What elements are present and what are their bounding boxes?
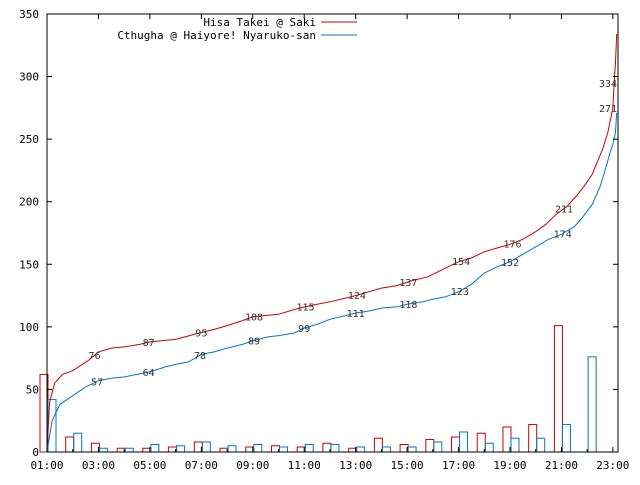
value-label: 334 (599, 79, 617, 90)
cumulative-lines (46, 33, 618, 453)
y-tick-label: 100 (19, 321, 39, 334)
bar-cthugha-haiyore-nyaruko-san (278, 446, 288, 453)
x-tick-label: 17:00 (442, 459, 475, 472)
x-tick-label: 09:00 (236, 459, 269, 472)
bar-cthugha-haiyore-nyaruko-san (176, 445, 186, 453)
bar-cthugha-haiyore-nyaruko-san (150, 443, 160, 453)
y-tick-label: 150 (19, 258, 39, 271)
bar-cthugha-haiyore-nyaruko-san (381, 446, 391, 453)
legend-label: Hisa Takei @ Saki (203, 16, 316, 29)
bar-cthugha-haiyore-nyaruko-san (227, 445, 237, 453)
bar-cthugha-haiyore-nyaruko-san (587, 356, 597, 453)
y-tick-label: 350 (19, 8, 39, 21)
value-label: 271 (599, 104, 617, 115)
value-label: 174 (554, 230, 572, 241)
value-label: 78 (194, 351, 206, 362)
value-label: 124 (348, 291, 366, 302)
x-tick-label: 05:00 (133, 459, 166, 472)
bar-cthugha-haiyore-nyaruko-san (407, 446, 417, 453)
value-label: 176 (504, 239, 522, 250)
bar-cthugha-haiyore-nyaruko-san (356, 446, 366, 453)
value-label: 76 (89, 351, 101, 362)
line-cthugha-haiyore-nyaruko-san (46, 112, 618, 453)
value-label: 89 (248, 336, 260, 347)
bar-cthugha-haiyore-nyaruko-san (124, 447, 134, 453)
plot-frame (46, 13, 619, 453)
x-tick-label: 01:00 (30, 459, 63, 472)
value-label: 118 (399, 300, 417, 311)
x-tick-label: 11:00 (288, 459, 321, 472)
bar-cthugha-haiyore-nyaruko-san (459, 431, 469, 453)
y-tick-label: 0 (32, 446, 39, 459)
bar-hisa-takei-saki (553, 325, 563, 453)
y-tick-label: 300 (19, 71, 39, 84)
value-label: 123 (451, 287, 469, 298)
legend-label: Cthugha @ Haiyore! Nyaruko-san (117, 29, 316, 42)
bar-cthugha-haiyore-nyaruko-san (561, 423, 571, 453)
value-label: 154 (452, 257, 470, 268)
bar-cthugha-haiyore-nyaruko-san (536, 437, 546, 453)
value-label: 64 (143, 368, 155, 379)
value-label: 115 (296, 303, 314, 314)
x-tick-label: 19:00 (493, 459, 526, 472)
y-tick-label: 50 (26, 383, 39, 396)
value-labels: 76 87 95 108 115 124 137 154 176 211 271 334 57 64 78 8… (89, 79, 617, 388)
value-label: 137 (399, 278, 417, 289)
bar-cthugha-haiyore-nyaruko-san (201, 441, 211, 453)
value-label: 87 (143, 338, 155, 349)
bar-cthugha-haiyore-nyaruko-san (330, 443, 340, 453)
y-tick-label: 250 (19, 133, 39, 146)
y-axis-ticks: 0 50 100 150 200 250 300 350 (19, 8, 618, 459)
x-tick-label: 23:00 (596, 459, 629, 472)
value-label: 111 (347, 309, 365, 320)
x-tick-label: 03:00 (82, 459, 115, 472)
line-hisa-takei-saki (46, 33, 618, 453)
bar-hisa-takei-saki (528, 423, 538, 453)
bar-cthugha-haiyore-nyaruko-san (510, 437, 520, 453)
bar-cthugha-haiyore-nyaruko-san (98, 447, 108, 453)
value-label: 99 (298, 324, 310, 335)
bar-cthugha-haiyore-nyaruko-san (253, 443, 263, 453)
value-label: 95 (195, 328, 207, 339)
value-label: 57 (91, 377, 103, 388)
bar-cthugha-haiyore-nyaruko-san (433, 441, 443, 453)
value-label: 211 (555, 205, 573, 216)
x-tick-label: 07:00 (185, 459, 218, 472)
x-tick-label: 13:00 (339, 459, 372, 472)
bar-cthugha-haiyore-nyaruko-san (484, 442, 494, 453)
value-label: 152 (501, 258, 519, 269)
y-tick-label: 200 (19, 196, 39, 209)
x-tick-label: 15:00 (391, 459, 424, 472)
value-label: 108 (245, 313, 263, 324)
hourly-bars (39, 325, 597, 453)
bar-cthugha-haiyore-nyaruko-san (304, 443, 314, 453)
bar-cthugha-haiyore-nyaruko-san (73, 432, 83, 453)
x-axis-ticks: 01:00 03:00 05:00 07:00 09:00 11:00 13:00 15:00… (30, 14, 629, 472)
x-tick-label: 21:00 (545, 459, 578, 472)
